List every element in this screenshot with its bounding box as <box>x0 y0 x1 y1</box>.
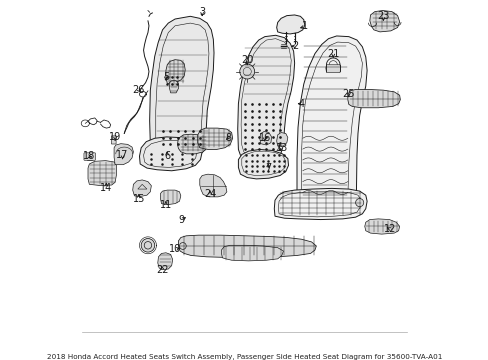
Polygon shape <box>238 149 288 179</box>
Text: 16: 16 <box>258 132 270 143</box>
Circle shape <box>239 64 254 79</box>
Text: 2: 2 <box>292 41 298 51</box>
Text: 12: 12 <box>383 224 396 234</box>
Text: 10: 10 <box>168 244 181 255</box>
Text: 21: 21 <box>326 49 339 59</box>
Text: 24: 24 <box>203 189 216 199</box>
Polygon shape <box>149 16 214 158</box>
Polygon shape <box>296 36 366 203</box>
Text: 26: 26 <box>132 85 145 95</box>
FancyBboxPatch shape <box>84 153 95 160</box>
Polygon shape <box>259 131 271 145</box>
Polygon shape <box>369 10 399 32</box>
Text: 4: 4 <box>299 99 305 109</box>
Polygon shape <box>165 60 185 84</box>
Text: 1: 1 <box>302 22 308 31</box>
Polygon shape <box>88 161 116 186</box>
Polygon shape <box>178 235 316 257</box>
Text: 17: 17 <box>116 150 128 160</box>
Text: 14: 14 <box>100 183 112 193</box>
Text: 8: 8 <box>224 132 231 143</box>
FancyBboxPatch shape <box>111 136 116 144</box>
Text: 22: 22 <box>156 265 168 275</box>
Text: 6: 6 <box>164 151 170 161</box>
Polygon shape <box>158 253 172 270</box>
Text: 19: 19 <box>109 132 121 142</box>
Polygon shape <box>200 174 226 197</box>
Text: 2018 Honda Accord Heated Seats Switch Assembly, Passenger Side Heated Seat Diagr: 2018 Honda Accord Heated Seats Switch As… <box>47 354 441 360</box>
Polygon shape <box>325 65 340 73</box>
Circle shape <box>179 243 186 249</box>
Polygon shape <box>221 245 283 261</box>
Polygon shape <box>169 81 178 93</box>
Circle shape <box>355 199 363 207</box>
Polygon shape <box>132 180 151 197</box>
Polygon shape <box>274 188 366 220</box>
Polygon shape <box>177 134 207 154</box>
Polygon shape <box>347 90 400 108</box>
Polygon shape <box>276 15 304 34</box>
Polygon shape <box>114 144 133 165</box>
Text: 5: 5 <box>163 72 169 82</box>
Text: 13: 13 <box>275 143 287 153</box>
Polygon shape <box>139 137 202 171</box>
Text: 9: 9 <box>179 215 184 225</box>
Polygon shape <box>237 35 294 159</box>
Text: 23: 23 <box>376 11 389 21</box>
Text: 15: 15 <box>132 194 145 203</box>
Text: 25: 25 <box>342 89 354 99</box>
Text: 7: 7 <box>264 163 271 173</box>
Text: 11: 11 <box>160 200 172 210</box>
Circle shape <box>141 239 154 252</box>
Text: 3: 3 <box>199 7 205 17</box>
Polygon shape <box>276 132 287 146</box>
Polygon shape <box>197 128 232 149</box>
Text: 18: 18 <box>82 151 95 161</box>
Text: 20: 20 <box>241 55 253 66</box>
Polygon shape <box>160 190 181 204</box>
Polygon shape <box>364 219 399 234</box>
